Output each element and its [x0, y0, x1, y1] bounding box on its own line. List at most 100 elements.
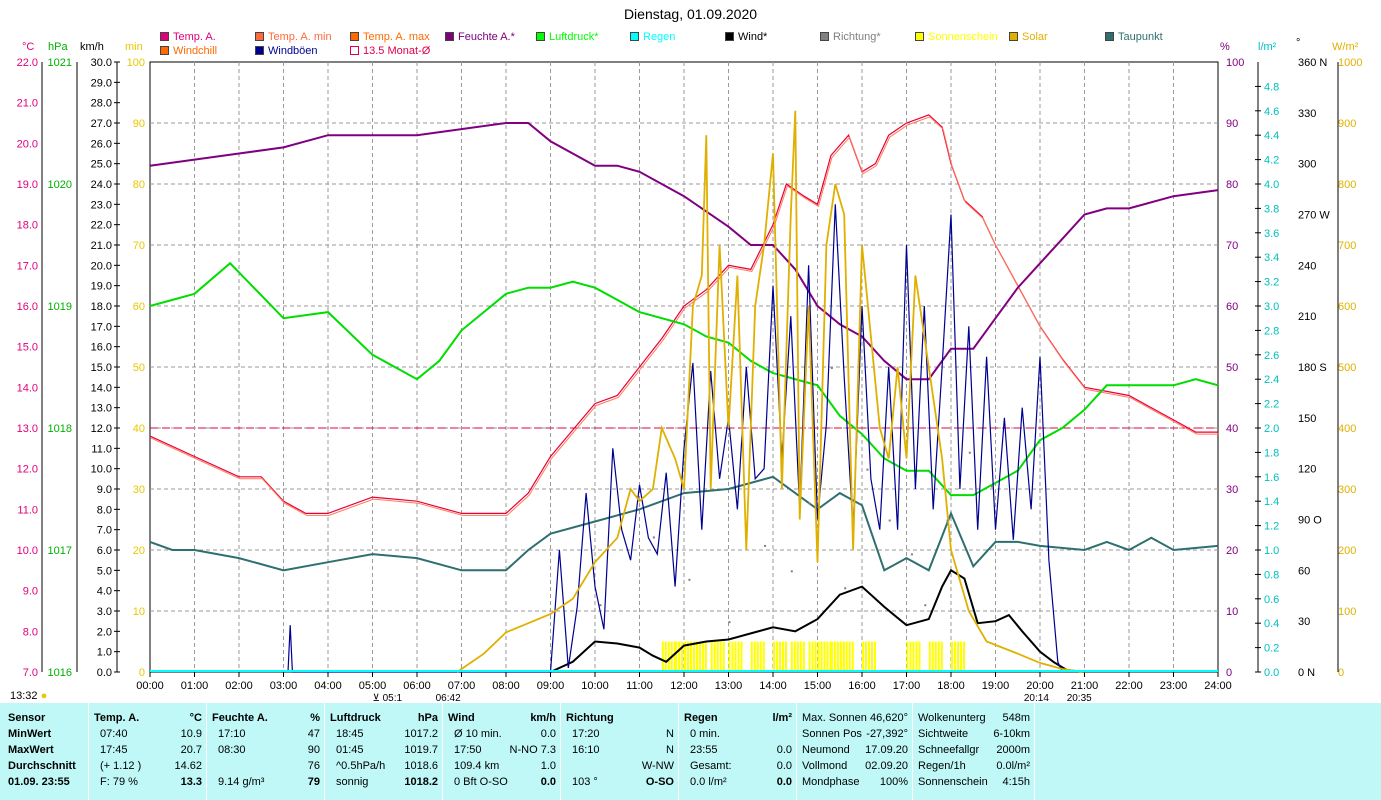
- legend-label: Windböen: [268, 45, 318, 57]
- footer-sun-label: Max. Sonnen: [802, 712, 867, 724]
- sunset-label: 20:14: [1024, 693, 1049, 703]
- wind-axis-tick-label: 17.0: [91, 321, 112, 333]
- legend-label: Regen: [643, 31, 676, 43]
- sun-icon: ●: [40, 690, 48, 702]
- sunshine-bar: [934, 641, 937, 672]
- sunshine-bar: [808, 641, 811, 672]
- footer-sensor-row: MaxWert: [8, 744, 54, 756]
- footer-temp-label: F: 79 %: [100, 776, 138, 788]
- direction-axis-tick-label: 240: [1298, 260, 1316, 272]
- x-tick-label: 00:00: [136, 680, 164, 692]
- legend-item: Richtung*: [820, 31, 881, 43]
- x-tick-label: 16:00: [848, 680, 876, 692]
- footer-wind-unit: km/h: [530, 712, 556, 724]
- humidity-axis-tick-label: 60: [1226, 301, 1238, 313]
- legend-swatch: [160, 46, 169, 55]
- sunshine-bar: [833, 641, 836, 672]
- legend-label: Richtung*: [833, 31, 881, 43]
- sunshine-bar: [785, 641, 787, 672]
- solar-axis-tick-label: 700: [1338, 240, 1356, 252]
- x-tick-label: 06:00: [403, 680, 431, 692]
- sunshine-bar: [790, 641, 793, 672]
- direction-point: [764, 544, 767, 547]
- footer-pressure-value: 1018.6: [404, 760, 438, 772]
- footer-wind-label: 0 Bft O-SO: [454, 776, 508, 788]
- rain-axis-tick-label: 2.2: [1264, 399, 1279, 411]
- footer-wind-header: Wind: [448, 712, 475, 724]
- footer-humidity-label: 08:30: [218, 744, 246, 756]
- wind-axis-tick-label: 2.0: [97, 626, 112, 638]
- temp-axis-tick-label: 9.0: [23, 586, 38, 598]
- footer-direction-header: Richtung: [566, 712, 614, 724]
- sunshine-bar: [871, 641, 873, 672]
- sunshine-bar: [773, 641, 775, 672]
- sunshine-bar: [820, 641, 823, 672]
- footer-rain-unit: l/m²: [772, 712, 792, 724]
- sunshine-bar: [868, 641, 870, 672]
- legend-swatch: [255, 46, 264, 55]
- rain-axis-tick-label: 0.6: [1264, 594, 1279, 606]
- x-tick-label: 11:00: [626, 680, 653, 692]
- footer-sun-value: 100%: [879, 776, 908, 788]
- sunshine-bar: [826, 641, 829, 672]
- x-tick-label: 08:00: [492, 680, 520, 692]
- wind-axis-tick-label: 5.0: [97, 565, 112, 577]
- sunshine-bar: [692, 641, 695, 672]
- wind-axis-tick-label: 4.0: [97, 586, 112, 598]
- pressure-axis-tick-label: 1020: [48, 179, 72, 191]
- minutes-axis-tick-label: 0: [139, 667, 145, 679]
- footer-direction-value: N: [666, 728, 674, 740]
- sunshine-bar: [728, 641, 731, 672]
- sunshine-bar: [684, 641, 686, 672]
- x-tick-label: 13:00: [715, 680, 743, 692]
- x-tick-label: 12:00: [670, 680, 698, 692]
- sunshine-bar: [799, 641, 802, 672]
- sunshine-bar: [740, 641, 743, 672]
- axis-header-rain: l/m²: [1258, 41, 1277, 53]
- axis-header-wind: km/h: [80, 41, 104, 53]
- sunshine-bar: [695, 641, 698, 672]
- wind-axis-tick-label: 15.0: [91, 362, 112, 374]
- weather-chart: 00:00 01:00 02:00 03:00 04:00 05:00 06:00 07:00…: [17, 37, 1363, 703]
- footer-pressure-value: 1019.7: [404, 744, 438, 756]
- rain-axis-tick-label: 4.2: [1264, 155, 1279, 167]
- footer-temp-label: 07:40: [100, 728, 128, 740]
- footer-temp-label: (+ 1.12 ): [100, 760, 142, 772]
- wind-axis-tick-label: 19.0: [91, 281, 112, 293]
- legend-label: Taupunkt: [1118, 31, 1163, 43]
- sunshine-bar: [687, 641, 689, 672]
- footer-pressure-label: 18:45: [336, 728, 364, 740]
- legend-swatch: [350, 32, 359, 41]
- rain-axis-tick-label: 3.6: [1264, 228, 1279, 240]
- rain-axis-tick-label: 4.8: [1264, 81, 1279, 93]
- footer-wind-value: 1.0: [540, 760, 556, 772]
- legend-item: Windchill: [160, 45, 217, 57]
- footer-separator: [206, 703, 207, 800]
- solar-axis-tick-label: 500: [1338, 362, 1356, 374]
- rain-axis-tick-label: 4.6: [1264, 106, 1279, 118]
- footer-misc-label: Sonnenschein: [918, 776, 988, 788]
- legend-label: Temp. A.: [173, 31, 216, 43]
- wind-axis-tick-label: 22.0: [91, 220, 112, 232]
- footer-rain-label: Gesamt:: [690, 760, 732, 772]
- direction-axis-tick-label: 330: [1298, 108, 1316, 120]
- rain-axis-tick-label: 2.8: [1264, 325, 1279, 337]
- sunshine-bar: [750, 641, 753, 672]
- wind-axis-tick-label: 8.0: [97, 504, 112, 516]
- footer-humidity-label: 17:10: [218, 728, 246, 740]
- temp-axis-tick-label: 10.0: [17, 545, 38, 557]
- sunshine-bar: [865, 641, 867, 672]
- sunshine-bar: [710, 641, 713, 672]
- footer-pressure-value: 1017.2: [404, 728, 438, 740]
- direction-axis-tick-label: 90 O: [1298, 515, 1322, 527]
- x-tick-label: 17:00: [893, 680, 921, 692]
- legend-item: Sonnenschein: [915, 31, 998, 43]
- footer-sun-value: 46,620°: [869, 712, 908, 724]
- legend-swatch: [820, 32, 829, 41]
- wind-axis-tick-label: 18.0: [91, 301, 112, 313]
- legend-label: Solar: [1022, 31, 1048, 43]
- footer-separator: [678, 703, 679, 800]
- sunshine-bar: [722, 641, 725, 672]
- series-solar: [456, 110, 1085, 673]
- direction-axis-tick-label: 120: [1298, 464, 1316, 476]
